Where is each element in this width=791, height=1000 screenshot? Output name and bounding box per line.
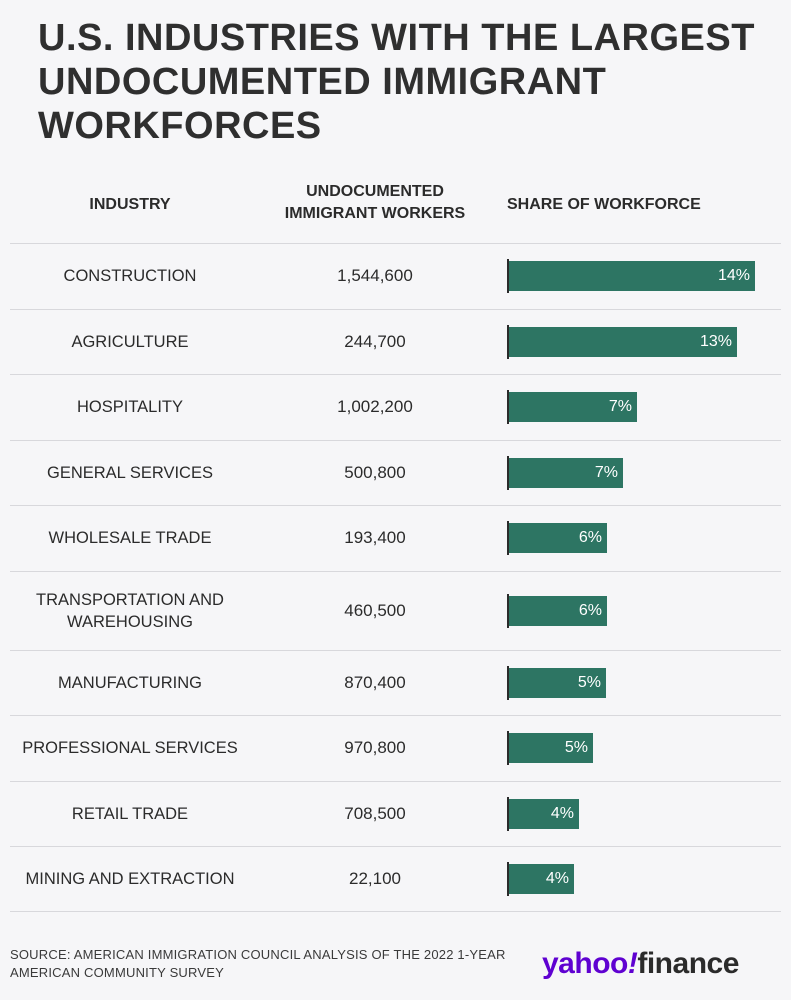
table-row: TRANSPORTATION AND WAREHOUSING 460,500 6%	[10, 570, 781, 650]
share-bar	[509, 733, 593, 764]
share-bar	[509, 392, 637, 423]
workers-cell: 193,400	[344, 528, 406, 548]
industry-cell: RETAIL TRADE	[71, 804, 189, 823]
bar-baseline	[507, 731, 509, 766]
bar-value-label: 4%	[545, 869, 569, 887]
table-row: HOSPITALITY 1,002,200 7%	[10, 374, 781, 440]
workers-cell: 1,544,600	[337, 266, 413, 286]
industry-cell: AGRICULTURE	[71, 332, 189, 351]
bar-baseline	[507, 455, 509, 490]
share-bar	[509, 798, 579, 829]
logo-mark: !	[627, 947, 638, 980]
bar-baseline	[507, 521, 509, 556]
bar-baseline	[507, 390, 509, 425]
bar-value-label: 7%	[594, 463, 618, 481]
source-note: SOURCE: AMERICAN IMMIGRATION COUNCIL ANA…	[10, 947, 506, 980]
bar-value-label: 6%	[578, 529, 602, 547]
share-bar	[509, 667, 606, 698]
industry-cell: CONSTRUCTION	[63, 267, 197, 286]
bar-baseline	[507, 861, 509, 896]
bar-value-label: 14%	[717, 267, 750, 285]
table-row: CONSTRUCTION 1,544,600 14%	[10, 243, 781, 309]
header-workers-line2: IMMIGRANT WORKERS	[284, 205, 466, 222]
header-workers: UNDOCUMENTED IMMIGRANT WORKERS	[250, 181, 500, 225]
workers-cell: 244,700	[344, 331, 406, 351]
workers-cell: 22,100	[349, 868, 401, 888]
share-bar	[509, 863, 574, 894]
workers-cell: 970,800	[344, 738, 406, 758]
share-bar	[509, 457, 623, 488]
bar-value-label: 5%	[564, 739, 588, 757]
industry-cell: TRANSPORTATION AND WAREHOUSING	[36, 590, 224, 631]
table-row: PROFESSIONAL SERVICES 970,800 5%	[10, 715, 781, 781]
share-bar	[509, 523, 607, 554]
bar-value-label: 6%	[578, 601, 602, 619]
share-bar	[509, 261, 755, 292]
table-row: RETAIL TRADE 708,500 4%	[10, 780, 781, 847]
table-row: MANUFACTURING 870,400 5%	[10, 649, 781, 716]
table-row: GENERAL SERVICES 500,800 7%	[10, 439, 781, 506]
bar-baseline	[507, 796, 509, 831]
bar-value-label: 4%	[550, 804, 574, 822]
industry-cell: MINING AND EXTRACTION	[25, 869, 235, 888]
industry-cell: MANUFACTURING	[58, 673, 202, 692]
bar-baseline	[507, 665, 509, 700]
yahoo-finance-logo: yahoo!finance	[542, 944, 739, 984]
logo-product: finance	[637, 947, 739, 980]
workers-cell: 1,002,200	[337, 397, 413, 417]
bar-baseline	[507, 324, 509, 359]
chart-title: U.S. INDUSTRIES WITH THE LARGEST UNDOCUM…	[38, 17, 755, 147]
workers-cell: 708,500	[344, 803, 406, 823]
bar-baseline	[507, 259, 509, 294]
workers-cell: 460,500	[344, 600, 406, 620]
bar-value-label: 13%	[699, 332, 732, 350]
industry-cell: GENERAL SERVICES	[47, 463, 213, 482]
header-share: SHARE OF WORKFORCE	[507, 196, 701, 213]
industry-cell: WHOLESALE TRADE	[48, 529, 212, 548]
table-row: WHOLESALE TRADE 193,400 6%	[10, 505, 781, 571]
table-row: MINING AND EXTRACTION 22,100 4%	[10, 846, 781, 912]
bar-value-label: 5%	[577, 673, 601, 691]
industry-cell: HOSPITALITY	[76, 398, 184, 417]
industry-cell: PROFESSIONAL SERVICES	[22, 739, 238, 758]
workers-cell: 870,400	[344, 672, 406, 692]
bar-value-label: 7%	[608, 398, 632, 416]
data-table: CONSTRUCTION 1,544,600 14% AGRICULTURE 244,7…	[10, 243, 781, 912]
bar-baseline	[507, 593, 509, 628]
header-workers-line1: UNDOCUMENTED	[306, 183, 444, 200]
table-row: AGRICULTURE 244,700 13%	[10, 308, 781, 375]
share-bar	[509, 595, 607, 626]
share-bar	[509, 326, 737, 357]
logo-brand: yahoo	[542, 947, 628, 980]
header-industry: INDUSTRY	[89, 196, 171, 213]
workers-cell: 500,800	[344, 462, 406, 482]
